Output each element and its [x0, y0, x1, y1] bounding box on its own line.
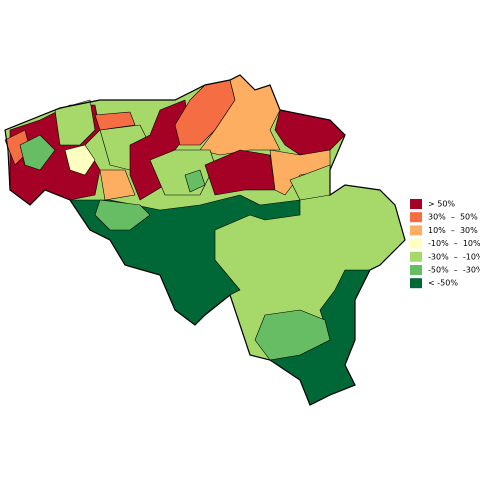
legend-swatch: [410, 199, 422, 209]
legend-swatch: [410, 212, 422, 223]
legend-swatch: [410, 238, 422, 249]
legend-label: > 50%: [428, 200, 455, 209]
legend: > 50% 30% – 50% 10% – 30% -10% – 10% -30% – …: [410, 199, 480, 289]
regions: [4, 74, 406, 406]
legend-label: -30% – -10%: [428, 252, 480, 261]
region: [54, 99, 96, 146]
legend-swatch: [410, 251, 422, 262]
region: [94, 199, 151, 231]
legend-swatch: [410, 225, 422, 236]
country-outline: [4, 74, 406, 406]
region: [19, 134, 56, 171]
legend-label: -50% – -30%: [428, 266, 480, 275]
region: [99, 169, 136, 201]
region: [184, 169, 206, 193]
region: [64, 144, 96, 176]
region: [94, 111, 136, 131]
legend-label: 30% – 50%: [428, 213, 478, 222]
legend-label: < -50%: [428, 279, 458, 288]
region: [254, 309, 331, 361]
legend-label: 10% – 30%: [428, 226, 478, 235]
legend-label: -10% – 10%: [428, 239, 480, 248]
legend-swatch: [410, 278, 422, 289]
legend-swatch: [410, 265, 422, 275]
